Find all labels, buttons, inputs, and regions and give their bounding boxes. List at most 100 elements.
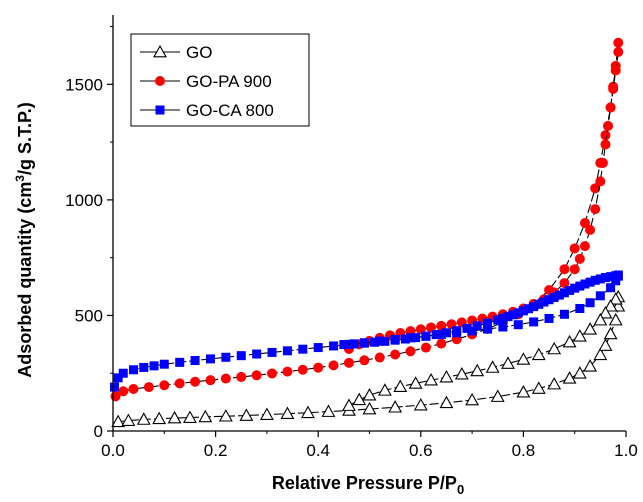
data-point bbox=[565, 285, 575, 295]
x-tick-label: 0.4 bbox=[306, 441, 330, 460]
legend-item: GO bbox=[140, 43, 212, 62]
data-point bbox=[349, 339, 359, 349]
data-point bbox=[606, 283, 616, 293]
data-point bbox=[426, 322, 437, 333]
ticks-layer: 0.0 0.2 0.4 0.6 0.8 1.0 0 500 1000 1500 bbox=[65, 26, 638, 460]
data-point bbox=[611, 271, 621, 281]
data-point bbox=[259, 407, 274, 420]
x-axis-title: Relative Pressure P/P0 bbox=[272, 473, 464, 497]
data-point bbox=[362, 388, 377, 401]
data-point bbox=[605, 102, 616, 113]
data-point bbox=[562, 371, 577, 384]
data-point bbox=[118, 368, 128, 378]
data-point bbox=[579, 241, 590, 252]
data-point bbox=[590, 183, 601, 194]
data-point bbox=[118, 386, 129, 397]
data-point bbox=[183, 410, 197, 423]
data-point bbox=[280, 406, 295, 420]
data-point bbox=[424, 373, 438, 386]
data-point bbox=[313, 362, 324, 373]
data-point bbox=[370, 337, 380, 347]
series-go bbox=[111, 289, 626, 428]
data-point bbox=[503, 312, 513, 322]
data-point bbox=[411, 333, 421, 343]
data-point bbox=[380, 336, 390, 346]
data-point bbox=[580, 279, 590, 289]
data-point bbox=[549, 292, 559, 302]
data-point bbox=[608, 83, 619, 94]
legend-label: GO bbox=[186, 43, 212, 62]
data-point bbox=[593, 312, 608, 326]
data-point bbox=[572, 366, 587, 379]
data-point bbox=[267, 368, 278, 379]
data-point bbox=[462, 323, 472, 333]
data-point bbox=[155, 76, 165, 86]
data-point bbox=[408, 376, 423, 389]
data-point bbox=[493, 315, 503, 325]
data-point bbox=[282, 346, 292, 356]
legend-item: GO-PA 900 bbox=[140, 72, 272, 91]
data-point bbox=[595, 291, 605, 301]
data-point bbox=[603, 299, 618, 312]
legend: GO GO-PA 900 GO-CA 800 bbox=[130, 33, 310, 127]
data-point bbox=[159, 380, 170, 391]
data-point bbox=[267, 347, 277, 357]
data-point bbox=[547, 376, 562, 390]
legend-item: GO-CA 800 bbox=[140, 101, 274, 120]
data-point bbox=[359, 355, 370, 366]
data-point bbox=[547, 341, 562, 355]
data-point bbox=[544, 295, 554, 305]
data-point bbox=[559, 278, 570, 289]
data-point bbox=[529, 317, 539, 327]
data-point bbox=[585, 277, 595, 287]
data-point bbox=[282, 366, 293, 377]
data-point bbox=[111, 414, 126, 428]
x-tick-label: 1.0 bbox=[614, 441, 638, 460]
data-point bbox=[359, 338, 369, 348]
data-point bbox=[362, 401, 377, 415]
data-point bbox=[554, 290, 564, 300]
adsorption-line bbox=[115, 42, 619, 397]
data-point bbox=[252, 349, 262, 359]
data-point bbox=[251, 370, 262, 381]
data-point bbox=[501, 356, 515, 369]
data-point bbox=[431, 330, 441, 340]
data-point bbox=[400, 334, 410, 344]
data-point bbox=[516, 352, 531, 365]
y-tick-label: 1000 bbox=[65, 191, 103, 210]
x-axis-title-main: Relative Pressure P/P bbox=[272, 473, 457, 493]
data-point bbox=[301, 405, 315, 419]
data-point bbox=[205, 354, 215, 364]
data-point bbox=[190, 356, 200, 366]
x-tick-label: 0.0 bbox=[101, 441, 125, 460]
y-tick-label: 500 bbox=[75, 306, 103, 325]
data-point bbox=[598, 338, 613, 351]
data-point bbox=[298, 344, 308, 354]
y-tick-label: 1500 bbox=[65, 75, 103, 94]
data-point bbox=[485, 360, 500, 373]
data-point bbox=[559, 288, 569, 298]
series-layer bbox=[110, 37, 626, 428]
desorption-line bbox=[348, 296, 619, 407]
data-point bbox=[579, 218, 590, 228]
data-point bbox=[110, 382, 120, 392]
data-point bbox=[454, 367, 469, 380]
data-point bbox=[482, 324, 492, 334]
data-point bbox=[508, 310, 518, 320]
data-point bbox=[498, 322, 508, 332]
data-point bbox=[441, 328, 451, 338]
data-point bbox=[472, 321, 482, 331]
data-point bbox=[583, 322, 598, 335]
data-point bbox=[598, 306, 613, 319]
data-point bbox=[297, 364, 308, 375]
data-point bbox=[585, 298, 595, 308]
data-point bbox=[531, 381, 546, 394]
data-point bbox=[236, 351, 246, 361]
data-point bbox=[198, 409, 213, 423]
data-point bbox=[174, 378, 185, 389]
data-point bbox=[498, 313, 508, 323]
series-go-ca-800 bbox=[110, 270, 623, 392]
data-point bbox=[175, 357, 185, 367]
data-point bbox=[139, 362, 149, 372]
data-point bbox=[393, 379, 408, 392]
